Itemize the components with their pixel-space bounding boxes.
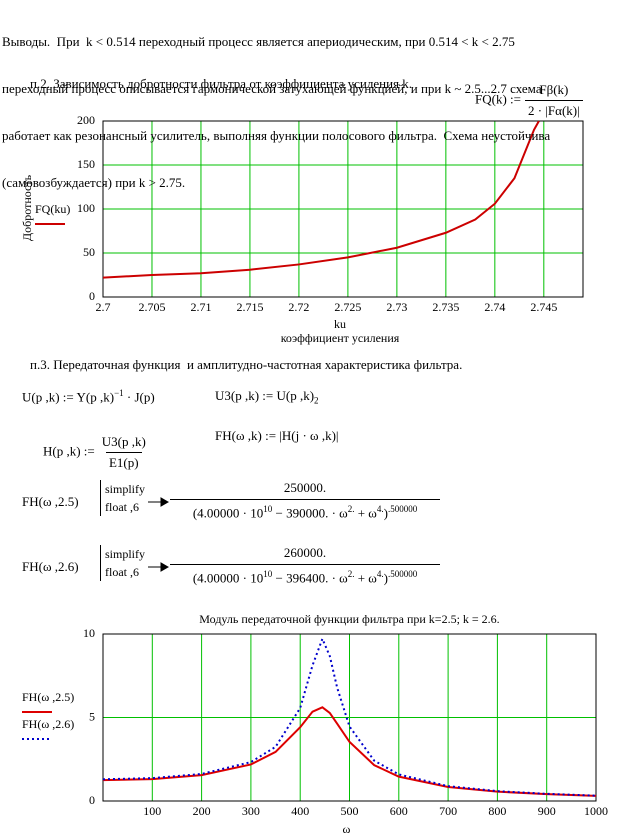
fraction: Fβ(k) 2 · |Fα(k)|	[524, 82, 583, 119]
formula: FQ(k) := Fβ(k) 2 · |Fα(k)|	[462, 66, 583, 135]
formula-text: + ω	[354, 570, 377, 586]
chart-title: Модуль передаточной функции фильтра при …	[199, 612, 499, 626]
formula-text: U(p ,k) := Y(p ,k)	[22, 389, 115, 405]
x-tick-label: 2.705	[138, 300, 165, 314]
arrows	[148, 497, 170, 572]
formula-lhs: FH(ω ,2.6)	[22, 559, 79, 574]
x-tick-label: 2.74	[484, 300, 505, 314]
fraction: U3(p ,k) E1(p)	[99, 434, 149, 471]
x-tick-label: 2.7	[96, 300, 111, 314]
heading: п.2. Зависимость добротности фильтра от …	[30, 76, 413, 91]
data-line	[103, 636, 596, 797]
x-axis-caption: коэффициент усиления	[281, 331, 400, 345]
x-tick-label: 500	[341, 804, 359, 818]
formula-lhs: FQ(k) :=	[475, 91, 521, 107]
formula-text: )	[383, 505, 388, 521]
data-line	[103, 121, 540, 279]
superscript: .500000	[387, 569, 418, 579]
x-tick-label: 800	[488, 804, 506, 818]
text-line: Выводы. При k < 0.514 переходный процесс…	[2, 34, 515, 49]
x-tick-label: 600	[390, 804, 408, 818]
formula-lhs: FH(ω ,2.5)	[22, 494, 79, 509]
denominator: 2 · |Fα(k)|	[524, 100, 583, 119]
x-tick-label: 700	[439, 804, 457, 818]
legend-label: FH(ω ,2.6)	[22, 717, 74, 731]
formula-text: · J(p)	[123, 389, 155, 405]
y-tick-label: 200	[77, 113, 95, 127]
numerator: U3(p ,k)	[101, 434, 146, 449]
keyword: simplify	[105, 482, 146, 496]
numerator: 250000.	[283, 480, 327, 495]
plot-frame	[102, 633, 597, 802]
x-tick-label: 2.735	[432, 300, 459, 314]
x-tick-label: 2.725	[334, 300, 361, 314]
numerator: 260000.	[283, 545, 327, 560]
x-tick-label: 900	[538, 804, 556, 818]
numerator: Fβ(k)	[539, 82, 569, 97]
formula: FH(ω ,k) := |H(j · ω ,k)|	[215, 428, 339, 443]
heading: п.3. Передаточная функция и амплитудно-ч…	[30, 357, 463, 372]
formula-text: + ω	[354, 505, 377, 521]
y-tick-label: 10	[83, 626, 95, 640]
formula-text: )	[383, 570, 388, 586]
denominator: E1(p)	[105, 452, 142, 471]
superscript: 2.	[347, 504, 355, 514]
text-line: работает как резонансный усилитель, выпо…	[2, 128, 551, 143]
denominator: (4.00000 · 1010 − 396400. · ω2. + ω4.).5…	[170, 564, 440, 586]
x-tick-label: 100	[143, 804, 161, 818]
formula: U(p ,k) := Y(p ,k)−1 · J(p)	[22, 388, 155, 405]
text-line: переходный процесс описывается гармониче…	[2, 81, 542, 96]
conclusion: Выводы. При k < 0.514 переходный процесс…	[2, 2, 550, 222]
x-tick-label: 300	[242, 804, 260, 818]
y-tick-label: 100	[77, 201, 95, 215]
text-line: (самовозбуждается) при k > 2.75.	[2, 175, 186, 190]
keyword: simplify	[105, 547, 146, 561]
denominator: (4.00000 · 1010 − 390000. · ω2. + ω4.).5…	[170, 499, 440, 521]
y-tick-label: 5	[89, 709, 95, 723]
superscript: 10	[263, 504, 273, 514]
y-tick-label: 0	[89, 289, 95, 303]
superscript: 10	[263, 569, 273, 579]
fraction: 250000. (4.00000 · 1010 − 390000. · ω2. +…	[170, 480, 440, 521]
y-tick-label: 50	[83, 245, 95, 259]
keywords: simplify float ,6	[100, 480, 145, 516]
x-axis-label: ku	[334, 317, 346, 331]
y-tick-label: 150	[77, 157, 95, 171]
plot-frame	[102, 120, 584, 298]
formula: H(p ,k) := U3(p ,k) E1(p)	[30, 418, 149, 487]
x-axis-label: ω	[343, 822, 351, 836]
formula-text: (4.00000 · 10	[192, 570, 264, 586]
y-tick-label: 0	[89, 793, 95, 807]
superscript: .500000	[387, 504, 418, 514]
keyword: float ,6	[105, 500, 139, 514]
keywords: simplify float ,6	[100, 545, 145, 581]
superscript: 4.	[376, 569, 384, 579]
keyword: float ,6	[105, 565, 139, 579]
formula-text: − 396400. · ω	[272, 570, 348, 586]
superscript: 2.	[347, 569, 355, 579]
x-tick-label: 200	[193, 804, 211, 818]
subscript: 2	[314, 395, 319, 406]
x-tick-label: 2.73	[386, 300, 407, 314]
x-tick-label: 2.745	[530, 300, 557, 314]
legend-label: FH(ω ,2.5)	[22, 690, 74, 704]
legend-label: FQ(ku)	[35, 202, 70, 216]
formula-text: (4.00000 · 10	[192, 505, 264, 521]
formula-text: U3(p ,k) := U(p ,k)	[215, 388, 315, 403]
x-tick-label: 2.715	[236, 300, 263, 314]
formula: U3(p ,k) := U(p ,k)2	[215, 388, 319, 406]
x-tick-label: 2.71	[190, 300, 211, 314]
x-tick-label: 2.72	[288, 300, 309, 314]
fraction: 260000. (4.00000 · 1010 − 396400. · ω2. +…	[170, 545, 440, 586]
x-tick-label: 400	[291, 804, 309, 818]
x-tick-label: 1000	[584, 804, 608, 818]
y-axis-label: Добротность	[20, 174, 34, 241]
formula-lhs: H(p ,k) :=	[43, 443, 95, 459]
superscript: −1	[114, 388, 124, 398]
formula-text: − 390000. · ω	[272, 505, 348, 521]
superscript: 4.	[376, 504, 384, 514]
